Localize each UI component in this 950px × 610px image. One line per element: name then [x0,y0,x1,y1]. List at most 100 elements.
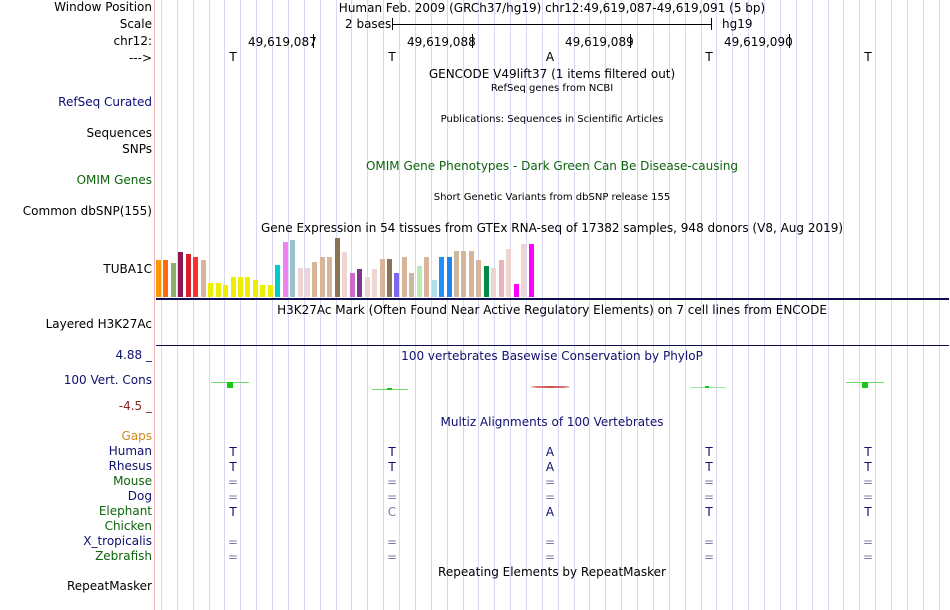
gtex-tissue-bar[interactable] [529,244,534,297]
cons-track-title[interactable]: 100 vertebrates Basewise Conservation by… [401,349,703,363]
gtex-tissue-bar[interactable] [432,280,437,297]
gtex-tissue-bar[interactable] [454,251,459,297]
gtex-tissue-bar[interactable] [365,277,370,297]
gtex-tissue-bar[interactable] [447,257,452,297]
gtex-tissue-bar[interactable] [380,259,385,297]
gridline [526,0,527,610]
refseq-track-label[interactable]: RefSeq Curated [58,95,152,109]
species-label[interactable]: X_tropicalis [83,534,152,548]
gtex-tissue-bar[interactable] [163,260,168,297]
species-label[interactable]: Dog [127,489,152,503]
alignment-base: T [705,460,713,474]
gtex-tissue-bar[interactable] [424,257,429,297]
gtex-tissue-bar[interactable] [201,260,206,297]
multiz-track-title[interactable]: Multiz Alignments of 100 Vertebrates [440,415,664,429]
gtex-tissue-bar[interactable] [402,257,407,297]
gtex-tissue-bar[interactable] [216,283,221,297]
repeatmasker-track-label[interactable]: RepeatMasker [66,579,152,593]
species-label[interactable]: Chicken [104,519,152,533]
gtex-tissue-bar[interactable] [305,268,310,297]
dbsnp-track-title[interactable]: Short Genetic Variants from dbSNP releas… [433,192,671,203]
gtex-tissue-bar[interactable] [298,268,303,297]
gtex-tissue-bar[interactable] [193,257,198,297]
alignment-base: = [544,490,556,504]
gridline [653,0,654,610]
alignment-base: T [229,505,237,519]
gtex-tissue-bar[interactable] [171,263,176,297]
gtex-tissue-bar[interactable] [461,251,466,297]
alignment-base: T [388,460,396,474]
omim-track-label[interactable]: OMIM Genes [76,173,152,187]
gtex-tissue-bar[interactable] [439,257,444,297]
refseq-track-title[interactable]: RefSeq genes from NCBI [490,83,614,94]
cons-bar-neg-3 [531,386,570,388]
cons-track-label[interactable]: 100 Vert. Cons [63,373,152,387]
h3k27ac-track-label[interactable]: Layered H3K27Ac [45,317,152,331]
gtex-tissue-bar[interactable] [290,240,295,297]
species-label[interactable]: Zebrafish [95,549,152,563]
position-tick-2 [630,34,631,48]
repeatmasker-track-title[interactable]: Repeating Elements by RepeatMasker [438,565,666,579]
gtex-tissue-bar[interactable] [312,262,317,297]
alignment-base: = [703,490,715,504]
gtex-tissue-bar[interactable] [238,277,243,297]
gtex-tissue-bar[interactable] [357,269,362,297]
gtex-tissue-bar[interactable] [417,266,422,297]
h3k27ac-track-title[interactable]: H3K27Ac Mark (Often Found Near Active Re… [277,303,827,317]
gtex-tissue-bar[interactable] [387,259,392,297]
gtex-tissue-bar[interactable] [499,260,504,297]
gtex-tissue-bar[interactable] [409,273,414,297]
gtex-tissue-bar[interactable] [268,285,273,297]
gtex-tissue-bar[interactable] [484,266,489,297]
gtex-tissue-bar[interactable] [521,244,526,297]
gridline [447,0,448,610]
gtex-tissue-bar[interactable] [178,252,183,297]
gtex-tissue-bar[interactable] [514,284,519,297]
gtex-tissue-bar[interactable] [320,257,325,297]
gtex-tissue-bar[interactable] [208,283,213,297]
gridline [796,0,797,610]
omim-track-title[interactable]: OMIM Gene Phenotypes - Dark Green Can Be… [365,159,739,173]
gtex-tissue-bar[interactable] [260,285,265,297]
gtex-tissue-bar[interactable] [327,257,332,297]
gtex-tissue-bar[interactable] [476,260,481,297]
gtex-tissue-bar[interactable] [342,252,347,297]
alignment-base: A [545,460,555,474]
gtex-tissue-bar[interactable] [506,249,511,297]
species-label[interactable]: Gaps [121,429,152,443]
gtex-tissue-bar[interactable] [253,280,258,297]
gtex-tissue-bar[interactable] [231,277,236,297]
gtex-gene-label[interactable]: TUBA1C [103,262,152,276]
gtex-tissue-bar[interactable] [275,265,280,297]
gtex-tissue-bar[interactable] [335,238,340,297]
species-label[interactable]: Rhesus [108,459,152,473]
gtex-tissue-bar[interactable] [491,268,496,297]
species-label[interactable]: Mouse [113,474,152,488]
gtex-tissue-bar[interactable] [245,277,250,297]
gtex-tissue-bar[interactable] [372,269,377,297]
sequences-track-label[interactable]: Sequences [86,126,152,140]
alignment-base: = [544,535,556,549]
gtex-track-title[interactable]: Gene Expression in 54 tissues from GTEx … [260,221,844,235]
gridline [351,0,352,610]
gtex-tissue-bar[interactable] [156,260,161,297]
alignment-base: C [387,505,397,519]
gridline [224,0,225,610]
gencode-track-title[interactable]: GENCODE V49lift37 (1 items filtered out) [428,67,676,81]
snps-track-label[interactable]: SNPs [122,142,152,156]
gtex-tissue-bar[interactable] [394,273,399,297]
gtex-tissue-bar[interactable] [223,285,228,297]
alignment-base: = [544,550,556,564]
gridline [177,0,178,610]
gtex-tissue-bar[interactable] [283,242,288,297]
gridline [494,0,495,610]
gtex-tissue-bar[interactable] [469,251,474,297]
gtex-tissue-bar[interactable] [350,273,355,297]
species-label[interactable]: Elephant [98,504,152,518]
pubs-track-title[interactable]: Publications: Sequences in Scientific Ar… [440,114,664,125]
gtex-tissue-bar[interactable] [186,254,191,297]
species-label[interactable]: Human [108,444,152,458]
dbsnp-track-label[interactable]: Common dbSNP(155) [22,204,152,218]
gtex-expression-chart[interactable] [156,237,536,297]
